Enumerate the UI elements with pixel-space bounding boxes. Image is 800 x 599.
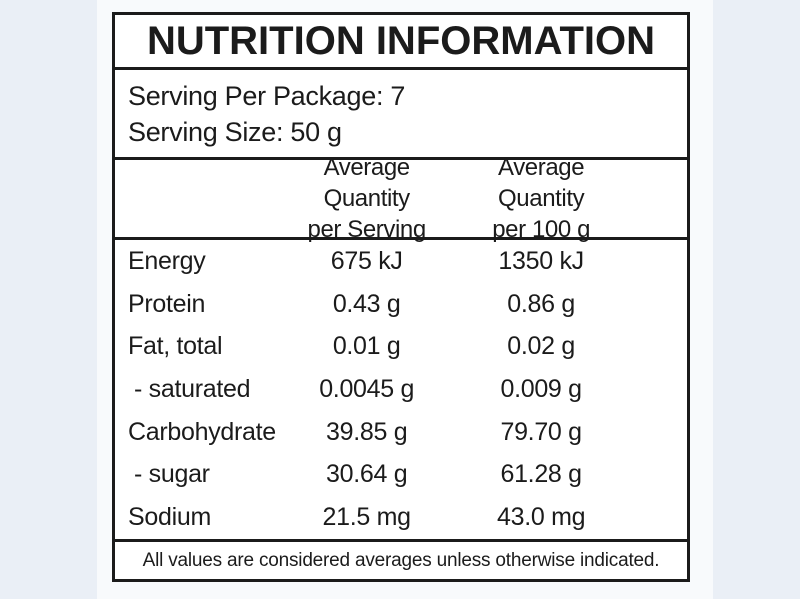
value-per-100g: 0.02 g bbox=[507, 332, 575, 361]
column-headers: Average Quantity per Serving Average Qua… bbox=[115, 154, 687, 243]
nutrient-name: Protein bbox=[128, 289, 206, 318]
value-per-serving: 0.43 g bbox=[332, 289, 401, 318]
serving-info-section: Serving Per Package: 7 Serving Size: 50 … bbox=[115, 70, 687, 160]
column-header-per-serving: Average Quantity per Serving bbox=[281, 152, 453, 245]
table-row-fat-saturated: - saturated 0.0045 g 0.009 g bbox=[115, 368, 687, 411]
table-row-protein: Protein 0.43 g 0.86 g bbox=[115, 283, 687, 326]
value-per-serving: 39.85 g bbox=[326, 417, 408, 446]
value-per-100g: 43.0 mg bbox=[497, 503, 586, 532]
header-per-serving-line2: per Serving bbox=[307, 216, 427, 243]
serving-per-package: Serving Per Package: 7 bbox=[128, 81, 406, 111]
value-per-serving: 675 kJ bbox=[330, 246, 403, 275]
nutrient-rows: Energy 675 kJ 1350 kJ Protein 0.43 g 0.8… bbox=[115, 240, 687, 542]
nutrient-name: Sodium bbox=[128, 503, 211, 532]
label-title-section: NUTRITION INFORMATION bbox=[115, 15, 687, 70]
value-per-serving: 21.5 mg bbox=[322, 503, 412, 532]
header-per-100g-line1: Average Quantity bbox=[498, 154, 585, 212]
value-per-100g: 79.70 g bbox=[500, 417, 582, 446]
value-per-100g: 0.86 g bbox=[507, 289, 575, 318]
table-row-fat-total: Fat, total 0.01 g 0.02 g bbox=[115, 325, 687, 368]
label-title: NUTRITION INFORMATION bbox=[146, 18, 656, 63]
nutrient-name: - sugar bbox=[134, 460, 210, 489]
footnote-text: All values are considered averages unles… bbox=[142, 549, 660, 571]
header-per-serving-line1: Average Quantity bbox=[323, 154, 411, 212]
nutrient-name: Carbohydrate bbox=[128, 417, 276, 446]
nutrient-name: Fat, total bbox=[128, 332, 223, 361]
header-per-100g-line2: per 100 g bbox=[492, 216, 591, 243]
nutrient-name: - saturated bbox=[134, 375, 251, 404]
table-row-sugar: - sugar 30.64 g 61.28 g bbox=[115, 454, 687, 497]
serving-size: Serving Size: 50 g bbox=[128, 117, 342, 147]
value-per-serving: 0.01 g bbox=[332, 332, 401, 361]
nutrient-name: Energy bbox=[128, 246, 206, 275]
value-per-100g: 1350 kJ bbox=[498, 246, 584, 275]
nutrition-label: NUTRITION INFORMATION Serving Per Packag… bbox=[112, 12, 690, 582]
value-per-100g: 61.28 g bbox=[500, 460, 582, 489]
column-header-per-100g: Average Quantity per 100 g bbox=[452, 152, 629, 245]
value-per-serving: 30.64 g bbox=[326, 460, 408, 489]
table-row-sodium: Sodium 21.5 mg 43.0 mg bbox=[115, 496, 687, 539]
footnote: All values are considered averages unles… bbox=[115, 542, 687, 579]
value-per-100g: 0.009 g bbox=[500, 375, 582, 404]
table-row-energy: Energy 675 kJ 1350 kJ bbox=[115, 240, 687, 283]
value-per-serving: 0.0045 g bbox=[319, 375, 415, 404]
table-row-carbohydrate: Carbohydrate 39.85 g 79.70 g bbox=[115, 411, 687, 454]
